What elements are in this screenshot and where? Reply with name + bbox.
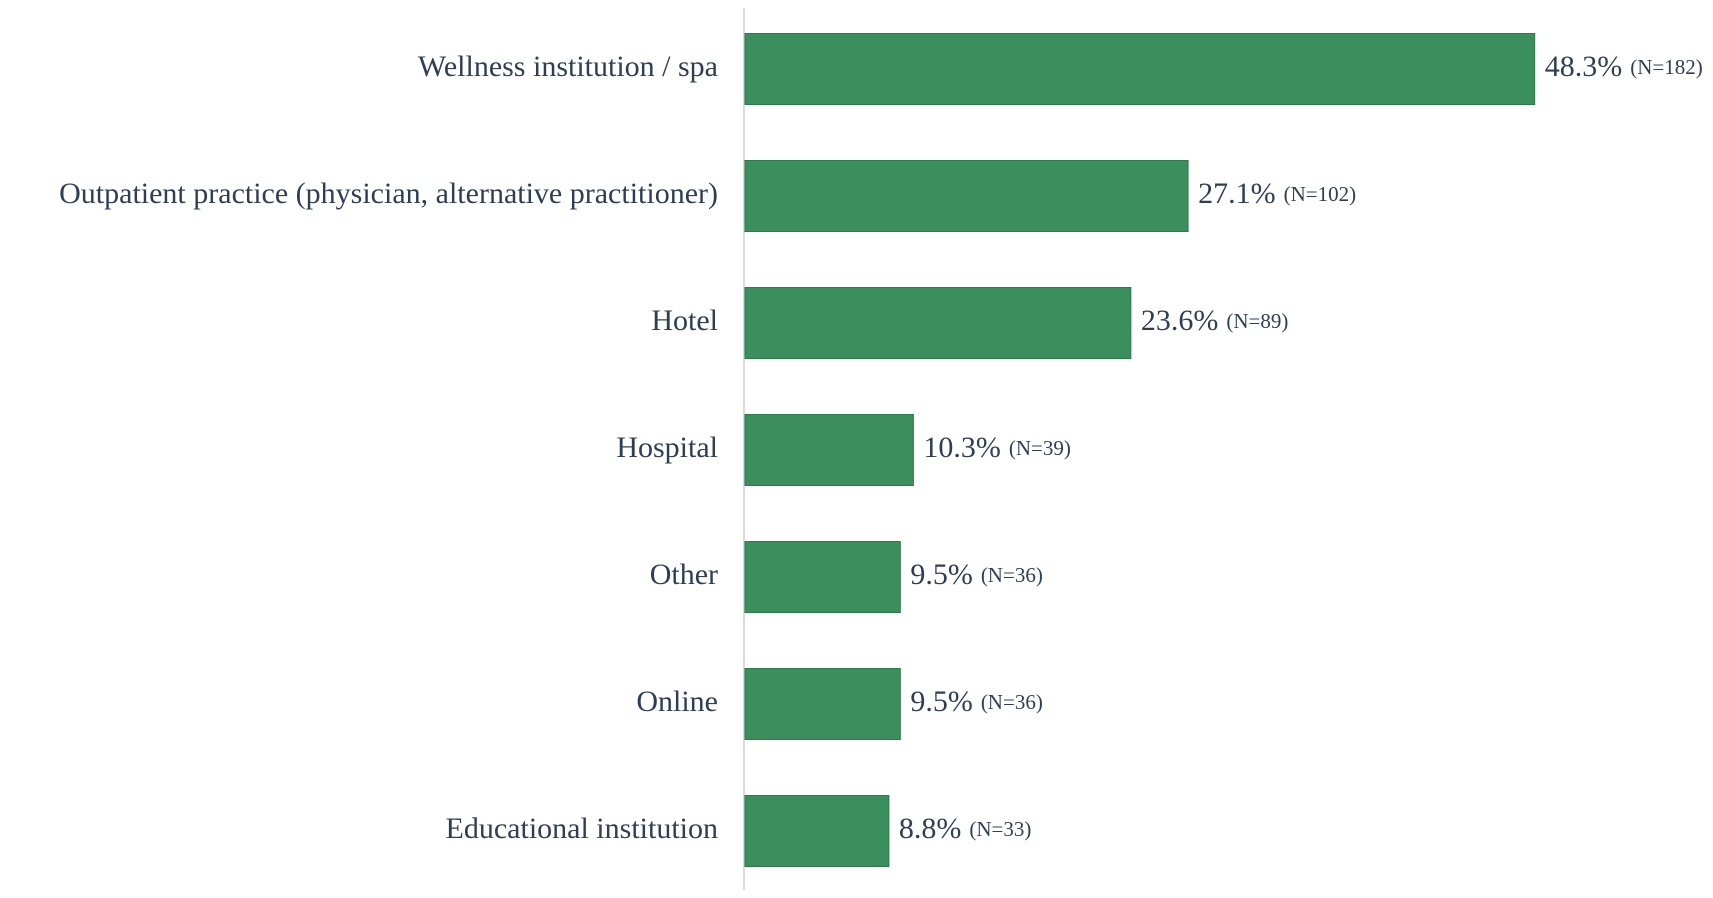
value-count-4: (N=36)	[981, 563, 1043, 587]
bars-group	[744, 33, 1536, 867]
value-label-4: 9.5% (N=36)	[910, 558, 1043, 591]
value-label-5: 9.5% (N=36)	[910, 685, 1043, 718]
value-labels-group: 48.3% (N=182) 27.1% (N=102) 23.6% (N=89) 10.3%…	[899, 50, 1703, 845]
value-percent-5: 9.5%	[910, 685, 973, 718]
bar-3	[744, 414, 914, 486]
value-count-5: (N=36)	[981, 690, 1043, 714]
value-label-3: 10.3% (N=39)	[923, 431, 1071, 464]
value-label-2: 23.6% (N=89)	[1141, 304, 1289, 337]
value-count-6: (N=33)	[969, 817, 1031, 841]
category-label-5: Online	[636, 685, 718, 718]
value-label-1: 27.1% (N=102)	[1198, 177, 1356, 210]
category-label-2: Hotel	[651, 304, 718, 337]
value-percent-0: 48.3%	[1545, 50, 1623, 83]
value-percent-1: 27.1%	[1198, 177, 1276, 210]
bar-5	[744, 668, 901, 740]
bar-0	[744, 33, 1536, 105]
category-label-6: Educational institution	[446, 812, 718, 845]
value-count-2: (N=89)	[1226, 309, 1288, 333]
value-count-1: (N=102)	[1284, 182, 1357, 206]
category-label-0: Wellness institution / spa	[418, 50, 718, 83]
value-percent-6: 8.8%	[899, 812, 962, 845]
category-label-1: Outpatient practice (physician, alternat…	[59, 177, 718, 210]
value-percent-4: 9.5%	[910, 558, 973, 591]
value-percent-3: 10.3%	[923, 431, 1001, 464]
bar-4	[744, 541, 901, 613]
category-label-3: Hospital	[616, 431, 718, 464]
value-label-0: 48.3% (N=182)	[1545, 50, 1703, 83]
bar-6	[744, 795, 890, 867]
bar-2	[744, 287, 1132, 359]
value-label-6: 8.8% (N=33)	[899, 812, 1032, 845]
value-count-3: (N=39)	[1009, 436, 1071, 460]
value-percent-2: 23.6%	[1141, 304, 1219, 337]
bar-1	[744, 160, 1189, 232]
value-count-0: (N=182)	[1630, 55, 1703, 79]
category-labels-group: Wellness institution / spa Outpatient pra…	[59, 50, 718, 845]
category-label-4: Other	[650, 558, 718, 591]
